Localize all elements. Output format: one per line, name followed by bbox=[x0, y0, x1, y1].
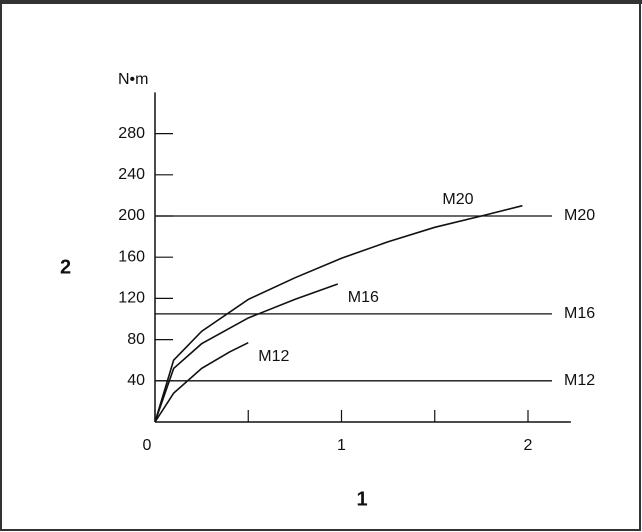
curve bbox=[154, 204, 523, 423]
y-tick-label: 280 bbox=[118, 125, 145, 142]
reference-line-label: M12 bbox=[564, 372, 595, 389]
x-tick-label: 1 bbox=[337, 437, 346, 454]
curve bbox=[154, 283, 339, 423]
y-tick-label: 200 bbox=[118, 207, 145, 224]
curve-label: M20 bbox=[442, 191, 473, 208]
y-axis-label: 2 bbox=[60, 256, 71, 278]
reference-line-label: M16 bbox=[564, 305, 595, 322]
reference-line-label: M20 bbox=[564, 207, 595, 224]
y-tick-label: 80 bbox=[127, 331, 145, 348]
y-unit: N•m bbox=[118, 71, 148, 88]
x-tick-label: 2 bbox=[524, 437, 533, 454]
curve bbox=[154, 341, 249, 423]
top-border bbox=[0, 0, 642, 4]
curve-label: M16 bbox=[348, 289, 379, 306]
x-axis-label: 1 bbox=[356, 488, 367, 510]
x-tick-label: 0 bbox=[143, 437, 152, 454]
curve-label: M12 bbox=[258, 348, 289, 365]
y-tick-label: 40 bbox=[127, 372, 145, 389]
y-tick-label: 160 bbox=[118, 248, 145, 265]
y-tick-label: 240 bbox=[118, 166, 145, 183]
y-tick-label: 120 bbox=[118, 290, 145, 307]
